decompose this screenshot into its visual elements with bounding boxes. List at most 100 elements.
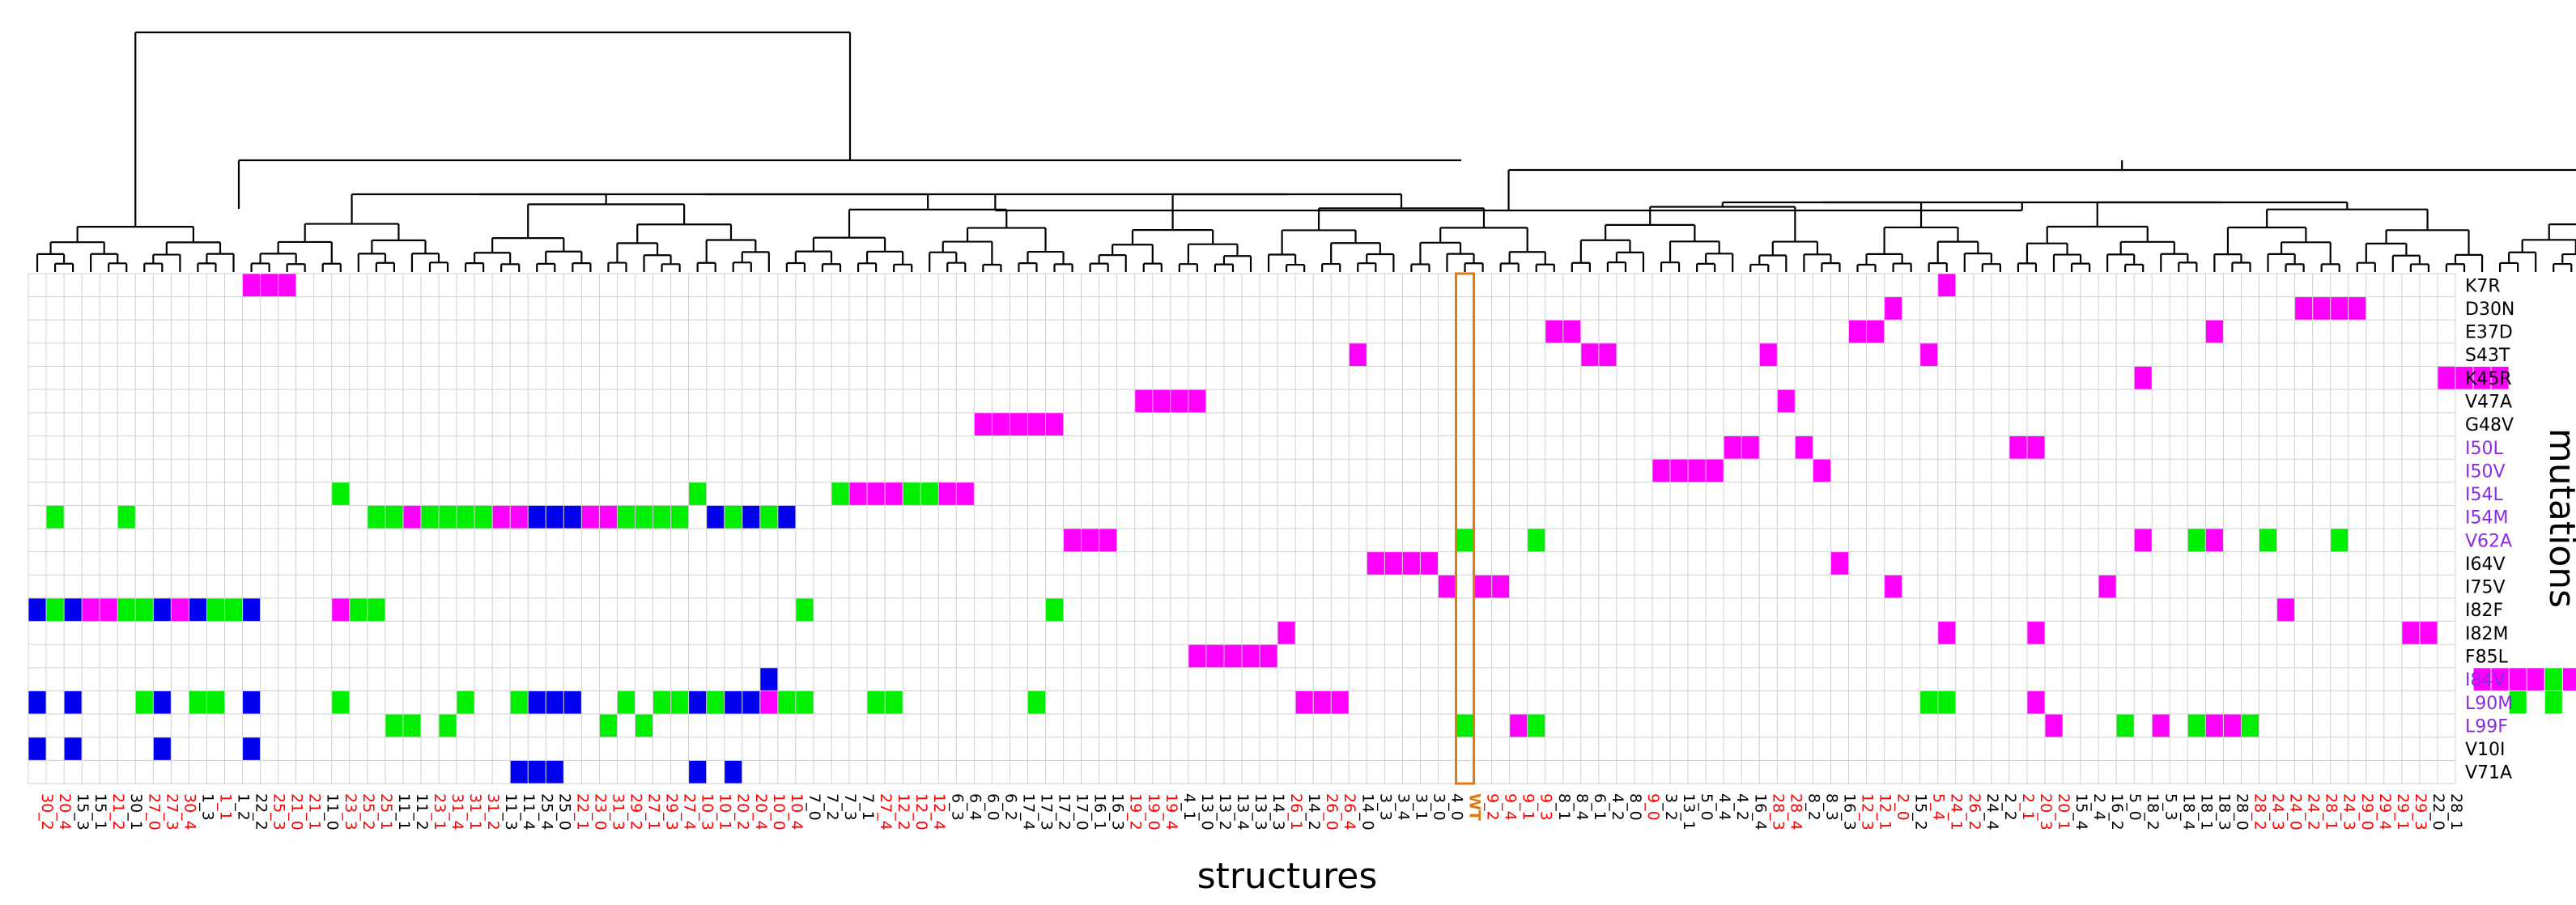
- row-label: V62A: [2465, 531, 2512, 551]
- heatmap-cell: [546, 760, 563, 784]
- heatmap-cell: [689, 482, 707, 505]
- heatmap-cell: [742, 690, 760, 714]
- heatmap-cell: [2562, 668, 2576, 690]
- heatmap-cell: [189, 690, 206, 714]
- heatmap-cell: [1082, 529, 1099, 552]
- column-label: 31_2: [484, 793, 502, 831]
- heatmap-cell: [1724, 436, 1741, 459]
- heatmap-cell: [599, 505, 617, 529]
- heatmap-cell: [938, 482, 956, 505]
- column-label: 4_2: [1609, 793, 1626, 821]
- row-label: F85L: [2465, 648, 2509, 668]
- column-label: 1_1: [216, 793, 234, 821]
- heatmap-cell: [1563, 320, 1581, 343]
- row-label: I50L: [2465, 439, 2503, 459]
- column-label: 30_4: [181, 793, 198, 831]
- heatmap-cell: [100, 598, 117, 622]
- heatmap-cell: [261, 274, 278, 297]
- heatmap-cell: [563, 690, 581, 714]
- column-label: 2_2: [2001, 793, 2019, 821]
- column-label: 24_0: [2287, 793, 2305, 831]
- heatmap-cell: [332, 598, 350, 622]
- heatmap-cell: [725, 690, 742, 714]
- heatmap-cell: [617, 505, 635, 529]
- column-label: 19_0: [1145, 793, 1163, 831]
- column-label: 28_1: [2323, 793, 2340, 831]
- heatmap-cell: [1153, 389, 1171, 413]
- column-label: 7_2: [823, 793, 841, 821]
- column-label: 26_4: [1341, 793, 1358, 831]
- column-label: 24_3: [2269, 793, 2287, 831]
- heatmap-cell: [1027, 413, 1046, 436]
- column-label: 19_2: [1127, 793, 1145, 831]
- heatmap-cell: [974, 413, 992, 436]
- heatmap-cell: [760, 505, 778, 529]
- heatmap-cell: [796, 690, 814, 714]
- heatmap-cell: [1688, 459, 1706, 482]
- heatmap-cell: [1438, 575, 1456, 598]
- column-label: 12_1: [1877, 793, 1894, 831]
- row-label: I75V: [2465, 578, 2506, 598]
- heatmap-cell: [528, 505, 546, 529]
- column-label: 10_0: [770, 793, 788, 831]
- heatmap-grid: [28, 273, 2456, 784]
- column-label: 9_0: [1644, 793, 1662, 821]
- column-label: 3_4: [1394, 793, 1412, 821]
- column-label: 13_3: [1252, 793, 1269, 831]
- column-label: 24_1: [1948, 793, 1966, 831]
- heatmap-cell: [2313, 297, 2331, 320]
- heatmap-cell: [2509, 690, 2527, 714]
- heatmap-cell: [1777, 389, 1795, 413]
- column-label: 15_1: [91, 793, 109, 831]
- heatmap-cell: [2509, 668, 2527, 690]
- heatmap-cell: [1706, 459, 1724, 482]
- heatmap-cell: [2241, 714, 2259, 737]
- column-label: 30_2: [38, 793, 56, 831]
- column-label: 24_3: [2340, 793, 2358, 831]
- heatmap-cell: [956, 482, 974, 505]
- heatmap-cell: [2187, 529, 2205, 552]
- heatmap-cell: [1938, 274, 1956, 297]
- column-label: 22_1: [573, 793, 591, 831]
- heatmap-cell: [243, 690, 261, 714]
- heatmap-cell: [707, 505, 725, 529]
- column-label: 9_3: [1537, 793, 1555, 821]
- heatmap-cell: [1188, 644, 1206, 668]
- heatmap-cell: [689, 690, 707, 714]
- heatmap-cell: [153, 598, 171, 622]
- column-label: 15_4: [2072, 793, 2090, 831]
- column-label: 9_1: [1520, 793, 1537, 821]
- column-label: 16_4: [1751, 793, 1769, 831]
- column-label: 17_0: [1073, 793, 1091, 831]
- column-label: 29_1: [2394, 793, 2412, 831]
- heatmap-cell: [742, 505, 760, 529]
- column-label: 3_0: [1430, 793, 1447, 821]
- heatmap-cell: [189, 598, 206, 622]
- column-labels: 30_2 20_4 15_3 15_1 21_2 30_1 27_0 27_3 30_4 1_3 1…: [38, 793, 2465, 831]
- column-label: 13_1: [1680, 793, 1698, 831]
- column-label: 10_4: [788, 793, 806, 831]
- row-label: I54L: [2465, 485, 2503, 505]
- heatmap-cell: [1759, 343, 1777, 367]
- column-label: 21_0: [288, 793, 306, 831]
- heatmap-cell: [546, 505, 563, 529]
- heatmap-cells: [28, 274, 2576, 784]
- heatmap-cell: [2098, 575, 2116, 598]
- heatmap-cell: [2134, 529, 2152, 552]
- column-label: 6_0: [984, 793, 1001, 821]
- heatmap-cell: [1277, 622, 1295, 644]
- heatmap-cell: [2277, 598, 2295, 622]
- column-label: 1_2: [235, 793, 253, 821]
- heatmap-cell: [510, 760, 528, 784]
- heatmap-cell: [1046, 598, 1064, 622]
- heatmap-cell: [1920, 343, 1938, 367]
- row-label: I50V: [2465, 461, 2506, 482]
- heatmap-cell: [1331, 690, 1349, 714]
- heatmap-cell: [546, 690, 563, 714]
- column-label: 19_4: [1163, 793, 1180, 831]
- column-label: 2_0: [1894, 793, 1912, 821]
- column-label: 15_3: [74, 793, 91, 831]
- column-label: 5_3: [2162, 793, 2179, 821]
- column-label: 20_2: [734, 793, 752, 831]
